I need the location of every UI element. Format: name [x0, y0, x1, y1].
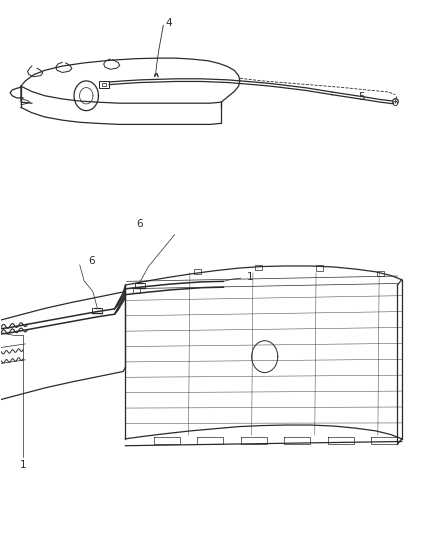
Bar [254, 265, 261, 270]
Bar [99, 82, 109, 88]
Text: 6: 6 [136, 219, 143, 229]
Text: 1: 1 [247, 272, 254, 282]
Bar [194, 269, 201, 274]
Bar [377, 271, 384, 276]
Text: 5: 5 [358, 92, 365, 102]
Bar [316, 265, 322, 271]
Text: 1: 1 [20, 461, 26, 470]
Text: 6: 6 [88, 256, 95, 266]
Text: 4: 4 [166, 18, 172, 28]
Bar [102, 83, 106, 86]
Bar [133, 288, 140, 293]
